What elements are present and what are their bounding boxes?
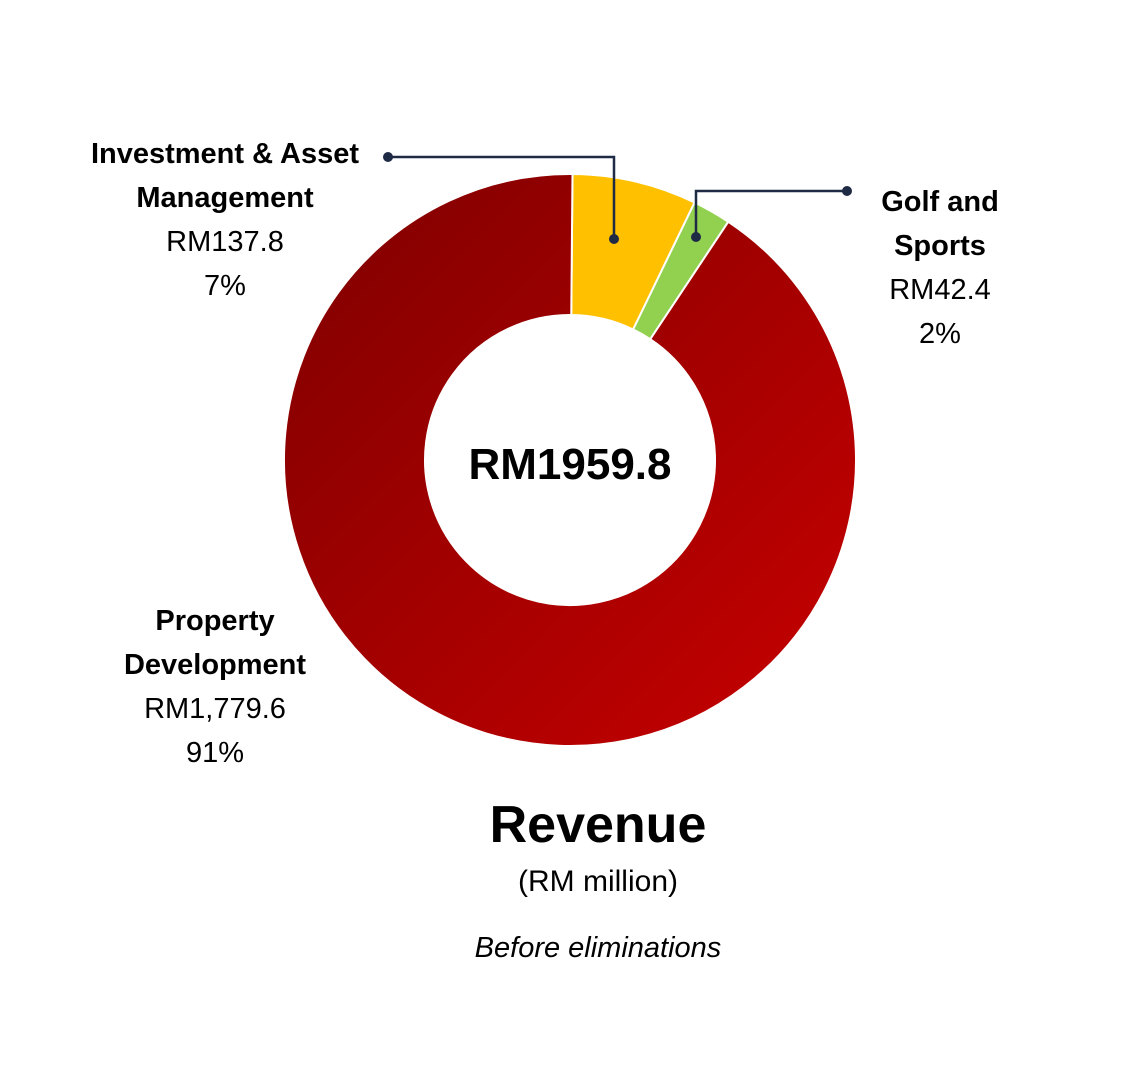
slice-name-property-line2: Development bbox=[123, 649, 307, 681]
slice-label-investment: Investment & Asset Management RM137.8 7% bbox=[60, 132, 390, 308]
slice-name-investment-line2: Management bbox=[136, 182, 314, 214]
chart-note: Before eliminations bbox=[474, 932, 722, 964]
leader-line-golf bbox=[694, 189, 847, 237]
slice-name-golf-line2: Sports bbox=[894, 230, 986, 262]
slice-percent-property: 91% bbox=[185, 737, 245, 769]
leader-line-investment bbox=[388, 155, 616, 239]
slice-label-property: Property Development RM1,779.6 91% bbox=[90, 599, 340, 775]
slice-name-golf-line1: Golf and bbox=[881, 186, 999, 218]
leader-line-investment-dot-1 bbox=[383, 152, 393, 162]
slice-property bbox=[283, 173, 858, 747]
slice-value-golf: RM42.4 bbox=[889, 274, 991, 306]
chart-title-block: Revenue (RM million) Before eliminations bbox=[400, 790, 796, 970]
center-total-label: RM1959.8 bbox=[468, 440, 672, 489]
slice-name-investment-line1: Investment & Asset bbox=[90, 138, 360, 170]
slice-percent-investment: 7% bbox=[204, 270, 246, 302]
leader-line-golf-dot-2 bbox=[842, 186, 852, 196]
leader-line-investment-dot-2 bbox=[609, 234, 619, 244]
slice-value-investment: RM137.8 bbox=[166, 226, 284, 258]
slice-value-property: RM1,779.6 bbox=[144, 693, 286, 725]
slice-percent-golf: 2% bbox=[919, 318, 961, 350]
chart-subtitle: (RM million) bbox=[518, 865, 678, 898]
slice-label-golf: Golf and Sports RM42.4 2% bbox=[850, 180, 1030, 356]
slice-name-property-line1: Property bbox=[155, 605, 275, 637]
chart-title: Revenue bbox=[489, 796, 707, 854]
leader-line-golf-dot-1 bbox=[691, 232, 701, 242]
